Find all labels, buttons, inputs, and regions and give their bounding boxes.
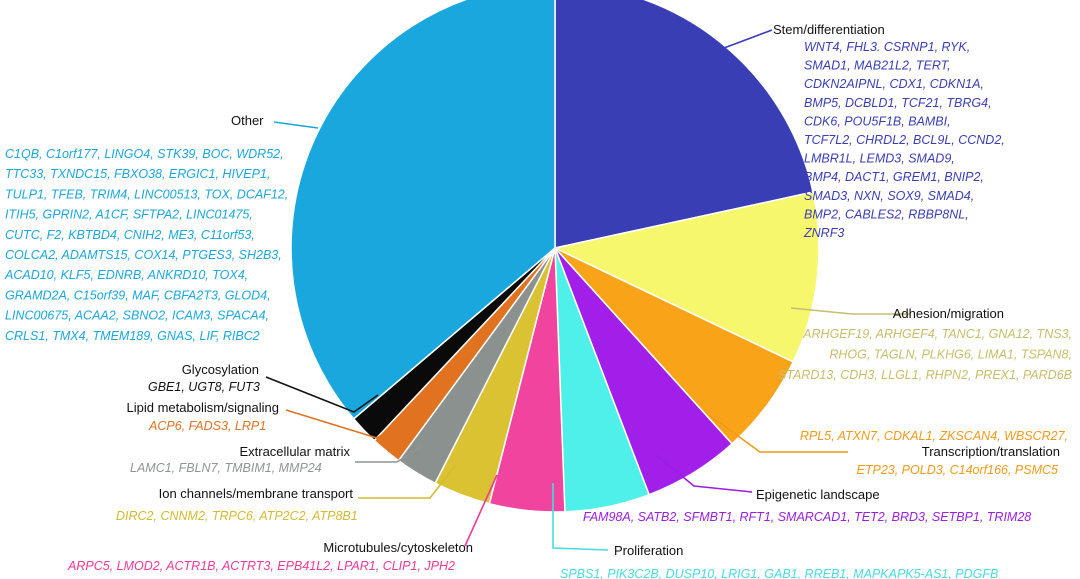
leader-line-extracellular-matrix bbox=[355, 444, 424, 463]
gene-list-stem-differentiation: SMAD3, NXN, SOX9, SMAD4, bbox=[804, 189, 974, 203]
gene-list-other: TULP1, TFEB, TRIM4, LINC00513, TOX, DCAF… bbox=[5, 187, 288, 201]
leader-line-other bbox=[273, 121, 319, 129]
gene-list-lipid-metabolism-signaling: ACP6, FADS3, LRP1 bbox=[148, 419, 266, 433]
category-label-transcription-translation: Transcription/translation bbox=[922, 444, 1060, 459]
category-label-ion-channels-membrane-transport: Ion channels/membrane transport bbox=[159, 486, 354, 501]
leader-line-transcription-translation bbox=[708, 414, 848, 453]
gene-list-other: COLCA2, ADAMTS15, COX14, PTGES3, SH2B3, bbox=[5, 248, 282, 262]
gene-list-stem-differentiation: CDKN2AIPNL, CDX1, CDKN1A, bbox=[804, 77, 984, 91]
gene-list-stem-differentiation: CDK6, POU5F1B, BAMBI, bbox=[804, 114, 951, 128]
gene-list-adhesion-migration: STARD13, CDH3, LLGL1, RHPN2, PREX1, PARD… bbox=[778, 368, 1072, 382]
gene-list-other: CUTC, F2, KBTBD4, CNIH2, ME3, C11orf53, bbox=[5, 228, 255, 242]
gene-list-stem-differentiation: ZNRF3 bbox=[803, 226, 844, 240]
gene-list-stem-differentiation: BMP2, CABLES2, RBBP8NL, bbox=[804, 207, 969, 221]
pie-slice-other bbox=[290, 0, 556, 420]
category-label-proliferation: Proliferation bbox=[614, 543, 683, 558]
gene-list-other: ACAD10, KLF5, EDNRB, ANKRD10, TOX4, bbox=[4, 268, 248, 282]
gene-list-microtubules-cytoskeleton: ARPC5, LMOD2, ACTR1B, ACTRT3, EPB41L2, L… bbox=[67, 559, 455, 573]
pie-slice-stem-differentiation bbox=[554, 0, 814, 249]
gene-list-other: CRLS1, TMX4, TMEM189, GNAS, LIF, RIBC2 bbox=[5, 329, 260, 343]
gene-list-stem-differentiation: BMP4, DACT1, GREM1, BNIP2, bbox=[804, 170, 984, 184]
gene-list-transcription-translation: ETP23, POLD3, C14orf166, PSMC5 bbox=[857, 463, 1059, 477]
gene-list-adhesion-migration: RHOG, TAGLN, PLKHG6, LIMA1, TSPAN8, bbox=[829, 348, 1072, 362]
gene-list-adhesion-migration: ARHGEF19, ARHGEF4, TANC1, GNA12, TNS3, bbox=[802, 327, 1072, 341]
gene-list-stem-differentiation: WNT4, FHL3. CSRNP1, RYK, bbox=[804, 40, 970, 54]
gene-list-stem-differentiation: SMAD1, MAB21L2, TERT, bbox=[804, 59, 951, 73]
category-labels: Stem/differentiation WNT4, FHL3. CSRNP1, … bbox=[4, 22, 1072, 579]
gene-list-glycosylation: GBE1, UGT8, FUT3 bbox=[148, 380, 260, 394]
gene-list-stem-differentiation: TCF7L2, CHRDL2, BCL9L, CCND2, bbox=[804, 133, 1005, 147]
category-label-extracellular-matrix: Extracellular matrix bbox=[239, 444, 350, 459]
gene-list-ion-channels-membrane-transport: DIRC2, CNNM2, TRPC6, ATP2C2, ATP8B1 bbox=[116, 509, 358, 523]
gene-list-other: LINC00675, ACAA2, SBNO2, ICAM3, SPACA4, bbox=[5, 309, 269, 323]
leader-lines bbox=[265, 29, 910, 551]
category-label-microtubules-cytoskeleton: Microtubules/cytoskeleton bbox=[323, 540, 473, 555]
gene-list-transcription-translation: RPL5, ATXN7, CDKAL1, ZKSCAN4, WBSCR27, bbox=[800, 429, 1068, 443]
leader-line-microtubules-cytoskeleton bbox=[464, 474, 498, 547]
gene-list-other: C1QB, C1orf177, LINGO4, STK39, BOC, WDR5… bbox=[5, 147, 284, 161]
leader-line-proliferation bbox=[552, 483, 609, 551]
pie-slice-adhesion-migration bbox=[552, 191, 820, 363]
gene-list-stem-differentiation: LMBR1L, LEMD3, SMAD9, bbox=[804, 152, 955, 166]
leader-line-stem-differentiation bbox=[675, 29, 773, 67]
category-label-stem-differentiation: Stem/differentiation bbox=[773, 22, 885, 37]
gene-list-extracellular-matrix: LAMC1, FBLN7, TMBIM1, MMP24 bbox=[130, 461, 322, 475]
gene-list-other: GRAMD2A, C15orf39, MAF, CBFA2T3, GLOD4, bbox=[5, 288, 271, 302]
gene-list-other: ITIH5, GPRIN2, A1CF, SFTPA2, LINC01475, bbox=[5, 208, 253, 222]
gene-list-other: TTC33, TXNDC15, FBXO38, ERGIC1, HIVEP1, bbox=[5, 167, 270, 181]
leader-line-adhesion-migration bbox=[790, 307, 910, 315]
leader-line-lipid-metabolism-signaling bbox=[285, 409, 399, 439]
category-label-adhesion-migration: Adhesion/migration bbox=[893, 306, 1004, 321]
leader-line-ion-channels-membrane-transport bbox=[358, 465, 456, 499]
category-label-lipid-metabolism-signaling: Lipid metabolism/signaling bbox=[127, 400, 279, 415]
gene-list-stem-differentiation: BMP5, DCBLD1, TCF21, TBRG4, bbox=[804, 96, 992, 110]
leader-line-epigenetic-landscape bbox=[655, 454, 753, 493]
category-label-glycosylation: Glycosylation bbox=[182, 362, 259, 377]
gene-list-epigenetic-landscape: FAM98A, SATB2, SFMBT1, RFT1, SMARCAD1, T… bbox=[583, 510, 1031, 524]
pie-slices bbox=[290, 0, 820, 513]
category-label-other: Other bbox=[231, 113, 264, 128]
leader-line-glycosylation bbox=[265, 376, 379, 413]
gene-list-proliferation: SPBS1, PIK3C2B, DUSP10, LRIG1, GAB1, RRE… bbox=[560, 567, 998, 579]
category-label-epigenetic-landscape: Epigenetic landscape bbox=[756, 487, 880, 502]
